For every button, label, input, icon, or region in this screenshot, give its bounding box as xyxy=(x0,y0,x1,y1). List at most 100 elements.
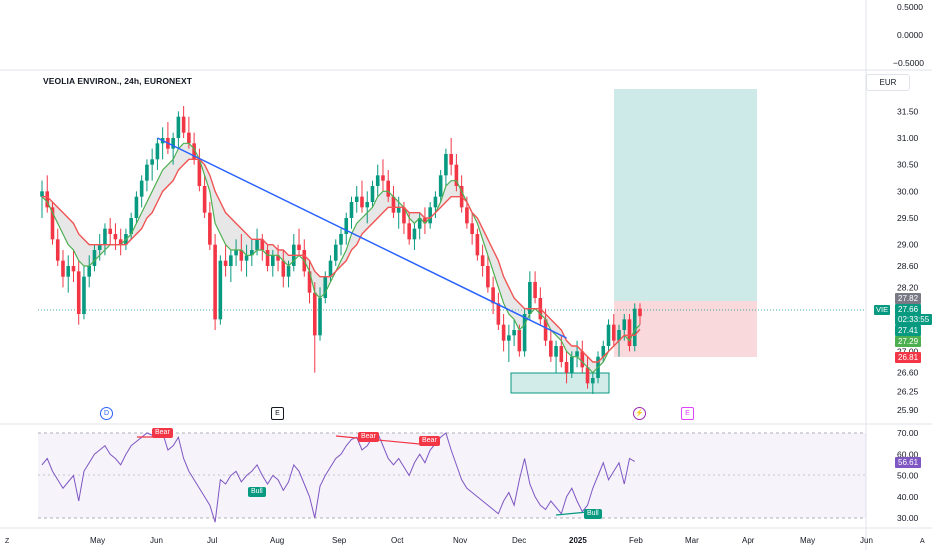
candle-body xyxy=(590,378,595,384)
currency-button[interactable]: EUR xyxy=(866,74,910,91)
candle-body xyxy=(129,218,133,234)
bear-tag: Bear xyxy=(358,432,379,442)
bull-tag: Bull xyxy=(248,487,266,497)
top-tick: −0.5000 xyxy=(893,58,924,68)
time-label: Apr xyxy=(742,536,755,545)
candle-body xyxy=(213,244,217,320)
candle-body xyxy=(61,260,65,277)
support-box[interactable] xyxy=(510,372,610,394)
dividend-event-icon[interactable]: D xyxy=(100,407,113,420)
stop-price-label: 26.81 xyxy=(895,352,922,363)
candle-body xyxy=(333,244,338,261)
candle-body xyxy=(87,266,92,277)
candle-body xyxy=(517,330,522,352)
time-label: Mar xyxy=(685,536,699,545)
candle-body xyxy=(564,362,569,373)
rsi-value-label: 56.61 xyxy=(895,457,922,468)
candle-body xyxy=(202,186,207,213)
candle-body xyxy=(155,143,160,160)
candle-body xyxy=(444,154,448,176)
earnings-event-icon[interactable]: E xyxy=(681,407,694,420)
candle-body xyxy=(229,255,233,266)
price-tick: 27.00 xyxy=(897,346,919,356)
countdown-label: 02:33:55 xyxy=(895,314,932,325)
candle-body xyxy=(423,218,427,224)
candle-body xyxy=(433,196,438,208)
candle-body xyxy=(271,255,275,266)
candle-body xyxy=(82,276,86,314)
candle-body xyxy=(402,207,406,224)
candle-body xyxy=(601,346,606,357)
candle-body xyxy=(480,255,485,266)
candle-body xyxy=(276,255,280,261)
candle-body xyxy=(632,308,637,346)
ema-cloud xyxy=(42,143,640,373)
rsi-tick: 60.00 xyxy=(897,449,919,459)
trendline[interactable] xyxy=(157,137,567,339)
candle-body xyxy=(239,250,244,261)
candle-body xyxy=(318,298,322,336)
time-label: Dec xyxy=(512,536,526,545)
rsi-band xyxy=(38,433,866,518)
candle-body xyxy=(354,196,359,202)
candle-body xyxy=(118,239,123,245)
candle-body xyxy=(139,180,144,197)
candle-body xyxy=(391,196,396,213)
split-event-icon[interactable]: ⚡ xyxy=(633,407,646,420)
rsi-line xyxy=(41,428,635,523)
candle-body xyxy=(265,250,270,266)
price-tick: 30.50 xyxy=(897,160,919,170)
take-profit-zone[interactable] xyxy=(614,89,757,301)
ema-slow-label: 27.29 xyxy=(895,336,922,347)
candle-body xyxy=(187,132,191,144)
candle-body xyxy=(55,239,60,261)
candle-body xyxy=(339,234,343,245)
candle-body xyxy=(417,218,422,229)
time-label: Jun xyxy=(150,536,163,545)
candle-body xyxy=(250,250,254,256)
stop-loss-zone[interactable] xyxy=(614,301,757,357)
time-label: May xyxy=(90,536,105,545)
candle-body xyxy=(76,271,81,314)
rsi-tick: 40.00 xyxy=(897,492,919,502)
candle-body xyxy=(428,207,432,224)
ema-slow-line xyxy=(42,158,641,363)
candle-body xyxy=(438,175,443,197)
candle-body xyxy=(381,175,385,181)
candle-body xyxy=(575,351,579,357)
candle-body xyxy=(344,218,349,234)
candle-body xyxy=(312,292,317,336)
time-label: Oct xyxy=(391,536,404,545)
auto-scale-label[interactable]: A xyxy=(920,538,925,545)
price-tick: 31.50 xyxy=(897,106,919,116)
candle-body xyxy=(360,196,364,208)
candle-body xyxy=(244,255,249,261)
candle-body xyxy=(622,319,627,330)
time-label: Feb xyxy=(629,536,643,545)
candle-body xyxy=(470,223,474,234)
top-tick: 0.5000 xyxy=(897,2,923,12)
candle-body xyxy=(255,239,259,250)
candle-body xyxy=(108,228,112,234)
candle-body xyxy=(407,223,411,240)
zoom-z-label[interactable]: Z xyxy=(5,538,10,545)
candle-body xyxy=(496,303,501,325)
candle-body xyxy=(370,186,375,202)
candle-body xyxy=(134,196,139,218)
candle-body xyxy=(606,324,611,346)
candle-body xyxy=(323,276,328,298)
symbol-title: VEOLIA ENVIRON., 24h, EURONEXT xyxy=(43,76,193,86)
earnings-event-icon[interactable]: E xyxy=(271,407,284,420)
time-label: Aug xyxy=(270,536,284,545)
price-tick: 30.00 xyxy=(897,186,919,196)
time-label: May xyxy=(800,536,815,545)
bull-tag: Bull xyxy=(584,509,602,519)
candle-body xyxy=(71,266,76,272)
candle-body xyxy=(349,202,354,218)
symbol-tag: VIE xyxy=(874,305,891,315)
price-tick: 28.60 xyxy=(897,261,919,271)
time-label: 2025 xyxy=(569,536,587,545)
candle-body xyxy=(45,191,50,208)
candle-body xyxy=(611,324,616,341)
candle-body xyxy=(113,234,118,240)
